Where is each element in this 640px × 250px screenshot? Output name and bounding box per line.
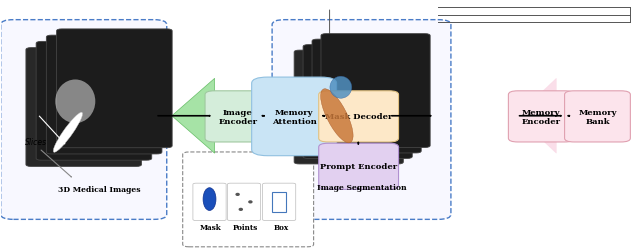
- Ellipse shape: [321, 90, 353, 143]
- Text: Mask: Mask: [200, 223, 221, 231]
- Text: 3D Medical Images: 3D Medical Images: [58, 186, 141, 194]
- Ellipse shape: [203, 188, 216, 210]
- FancyBboxPatch shape: [56, 30, 172, 148]
- FancyBboxPatch shape: [205, 92, 271, 142]
- Text: Box: Box: [274, 223, 289, 231]
- FancyBboxPatch shape: [564, 92, 630, 142]
- FancyBboxPatch shape: [319, 144, 399, 190]
- Text: Image Segmentation: Image Segmentation: [317, 183, 406, 191]
- Text: Points: Points: [233, 223, 258, 231]
- Text: Prompt Encoder: Prompt Encoder: [320, 163, 397, 171]
- Polygon shape: [516, 79, 556, 154]
- Text: Slices: Slices: [25, 138, 47, 147]
- Ellipse shape: [55, 80, 95, 124]
- Text: Memory
Attention: Memory Attention: [272, 108, 317, 126]
- FancyBboxPatch shape: [262, 184, 296, 221]
- FancyBboxPatch shape: [252, 78, 337, 156]
- Ellipse shape: [236, 193, 240, 196]
- FancyBboxPatch shape: [319, 92, 399, 142]
- Ellipse shape: [248, 200, 253, 204]
- FancyBboxPatch shape: [46, 36, 162, 154]
- FancyBboxPatch shape: [321, 34, 430, 148]
- FancyBboxPatch shape: [272, 20, 451, 220]
- Text: Image
Encoder: Image Encoder: [218, 108, 257, 126]
- FancyBboxPatch shape: [26, 48, 141, 167]
- FancyBboxPatch shape: [182, 152, 314, 247]
- Ellipse shape: [53, 113, 83, 153]
- FancyBboxPatch shape: [294, 51, 403, 164]
- Ellipse shape: [239, 208, 243, 211]
- FancyBboxPatch shape: [1, 20, 167, 220]
- Text: Memory
Bank: Memory Bank: [578, 108, 617, 126]
- Text: Mask Decoder: Mask Decoder: [325, 113, 392, 121]
- FancyBboxPatch shape: [312, 40, 421, 153]
- Bar: [271, 192, 286, 212]
- Ellipse shape: [330, 77, 352, 99]
- FancyBboxPatch shape: [227, 184, 260, 221]
- FancyBboxPatch shape: [303, 46, 412, 159]
- Polygon shape: [172, 79, 214, 154]
- Text: Memory
Encoder: Memory Encoder: [522, 108, 561, 126]
- FancyBboxPatch shape: [508, 92, 574, 142]
- FancyBboxPatch shape: [36, 42, 152, 160]
- FancyBboxPatch shape: [193, 184, 226, 221]
